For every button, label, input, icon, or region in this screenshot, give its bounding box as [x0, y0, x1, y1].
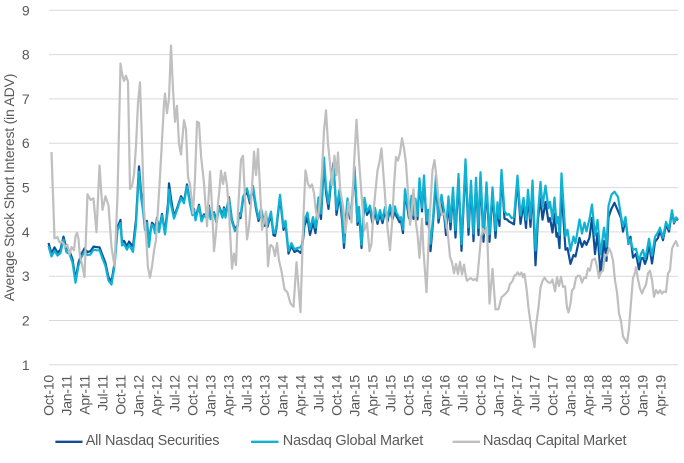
svg-text:Jan-13: Jan-13 [203, 375, 219, 417]
svg-text:Oct-15: Oct-15 [401, 375, 417, 416]
svg-text:Apr-12: Apr-12 [149, 375, 165, 416]
svg-text:Jan-16: Jan-16 [419, 375, 435, 417]
svg-text:Jan-12: Jan-12 [131, 375, 147, 417]
svg-text:Oct-13: Oct-13 [257, 375, 273, 416]
svg-text:Oct-12: Oct-12 [185, 375, 201, 416]
svg-text:Oct-17: Oct-17 [545, 375, 561, 416]
svg-text:Apr-14: Apr-14 [293, 375, 309, 416]
svg-text:Apr-13: Apr-13 [221, 375, 237, 416]
svg-text:Jul-13: Jul-13 [239, 375, 255, 412]
svg-text:Oct-14: Oct-14 [329, 375, 345, 416]
svg-text:Oct-10: Oct-10 [41, 375, 57, 416]
svg-text:Apr-19: Apr-19 [653, 375, 669, 416]
svg-text:Jul-12: Jul-12 [167, 375, 183, 412]
svg-text:Nasdaq Global Market: Nasdaq Global Market [283, 433, 423, 449]
svg-text:8: 8 [22, 47, 30, 63]
svg-text:All Nasdaq Securities: All Nasdaq Securities [86, 433, 220, 449]
svg-text:1: 1 [22, 357, 30, 373]
svg-text:Apr-17: Apr-17 [509, 375, 525, 416]
svg-text:Jan-17: Jan-17 [491, 375, 507, 417]
svg-text:Nasdaq Capital Market: Nasdaq Capital Market [483, 433, 626, 449]
svg-text:Jan-15: Jan-15 [347, 375, 363, 417]
svg-text:Jul-14: Jul-14 [311, 375, 327, 412]
svg-text:9: 9 [22, 2, 30, 18]
svg-text:Apr-15: Apr-15 [365, 375, 381, 416]
svg-text:Apr-18: Apr-18 [581, 375, 597, 416]
svg-text:2: 2 [22, 313, 30, 329]
svg-text:Jan-14: Jan-14 [275, 375, 291, 417]
svg-text:Apr-11: Apr-11 [77, 375, 93, 415]
svg-text:Jan-19: Jan-19 [635, 375, 651, 417]
svg-text:4: 4 [22, 224, 30, 240]
svg-text:Oct-18: Oct-18 [617, 375, 633, 416]
svg-text:Oct-16: Oct-16 [473, 375, 489, 416]
svg-text:6: 6 [22, 135, 30, 151]
svg-text:Apr-16: Apr-16 [437, 375, 453, 416]
svg-text:Jan-11: Jan-11 [59, 375, 75, 416]
svg-text:5: 5 [22, 180, 30, 196]
svg-text:Oct-11: Oct-11 [113, 375, 129, 415]
svg-text:7: 7 [22, 91, 30, 107]
svg-text:Jul-17: Jul-17 [527, 375, 543, 412]
svg-text:Jul-15: Jul-15 [383, 375, 399, 412]
svg-text:Average Stock Short Interest (: Average Stock Short Interest (in ADV) [1, 74, 17, 301]
svg-text:Jul-18: Jul-18 [599, 375, 615, 412]
svg-text:Jul-16: Jul-16 [455, 375, 471, 412]
svg-text:Jan-18: Jan-18 [563, 375, 579, 417]
svg-text:3: 3 [22, 268, 30, 284]
svg-text:Jul-11: Jul-11 [95, 375, 111, 411]
